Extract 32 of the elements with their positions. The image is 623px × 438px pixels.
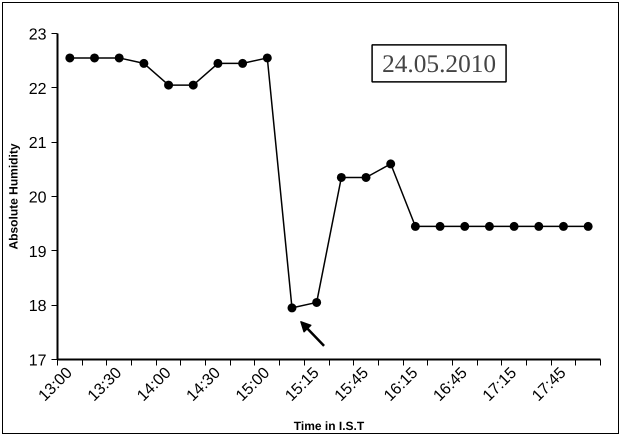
annotation: 24.05.2010 (382, 50, 496, 78)
y-tick-label: 22 (28, 80, 47, 98)
x-axis-title: Time in I.S.T (294, 418, 365, 433)
point (558, 222, 568, 231)
point (584, 222, 593, 231)
point (213, 58, 222, 68)
y-tick-label: 18 (28, 298, 47, 316)
point (386, 159, 396, 168)
point (312, 298, 322, 307)
point (65, 53, 74, 62)
point (410, 222, 420, 231)
y-tick-label: 21 (28, 135, 47, 152)
y-tick-label: 23 (28, 26, 47, 44)
point (510, 222, 519, 231)
y-tick-label: 19 (28, 244, 47, 261)
y-tick-label: 17 (28, 352, 47, 370)
point (362, 172, 371, 182)
point (238, 58, 248, 68)
point (164, 80, 174, 90)
point (139, 58, 148, 68)
point (534, 222, 544, 231)
y-tick-label: 20 (28, 190, 47, 206)
point (188, 80, 198, 90)
point (336, 172, 346, 182)
point (262, 53, 272, 62)
point (90, 53, 100, 62)
point (114, 53, 124, 62)
point (460, 222, 470, 231)
point (484, 222, 494, 231)
point (287, 303, 296, 312)
y-axis-title: Absolute Humidity (6, 143, 21, 250)
point (436, 222, 445, 231)
